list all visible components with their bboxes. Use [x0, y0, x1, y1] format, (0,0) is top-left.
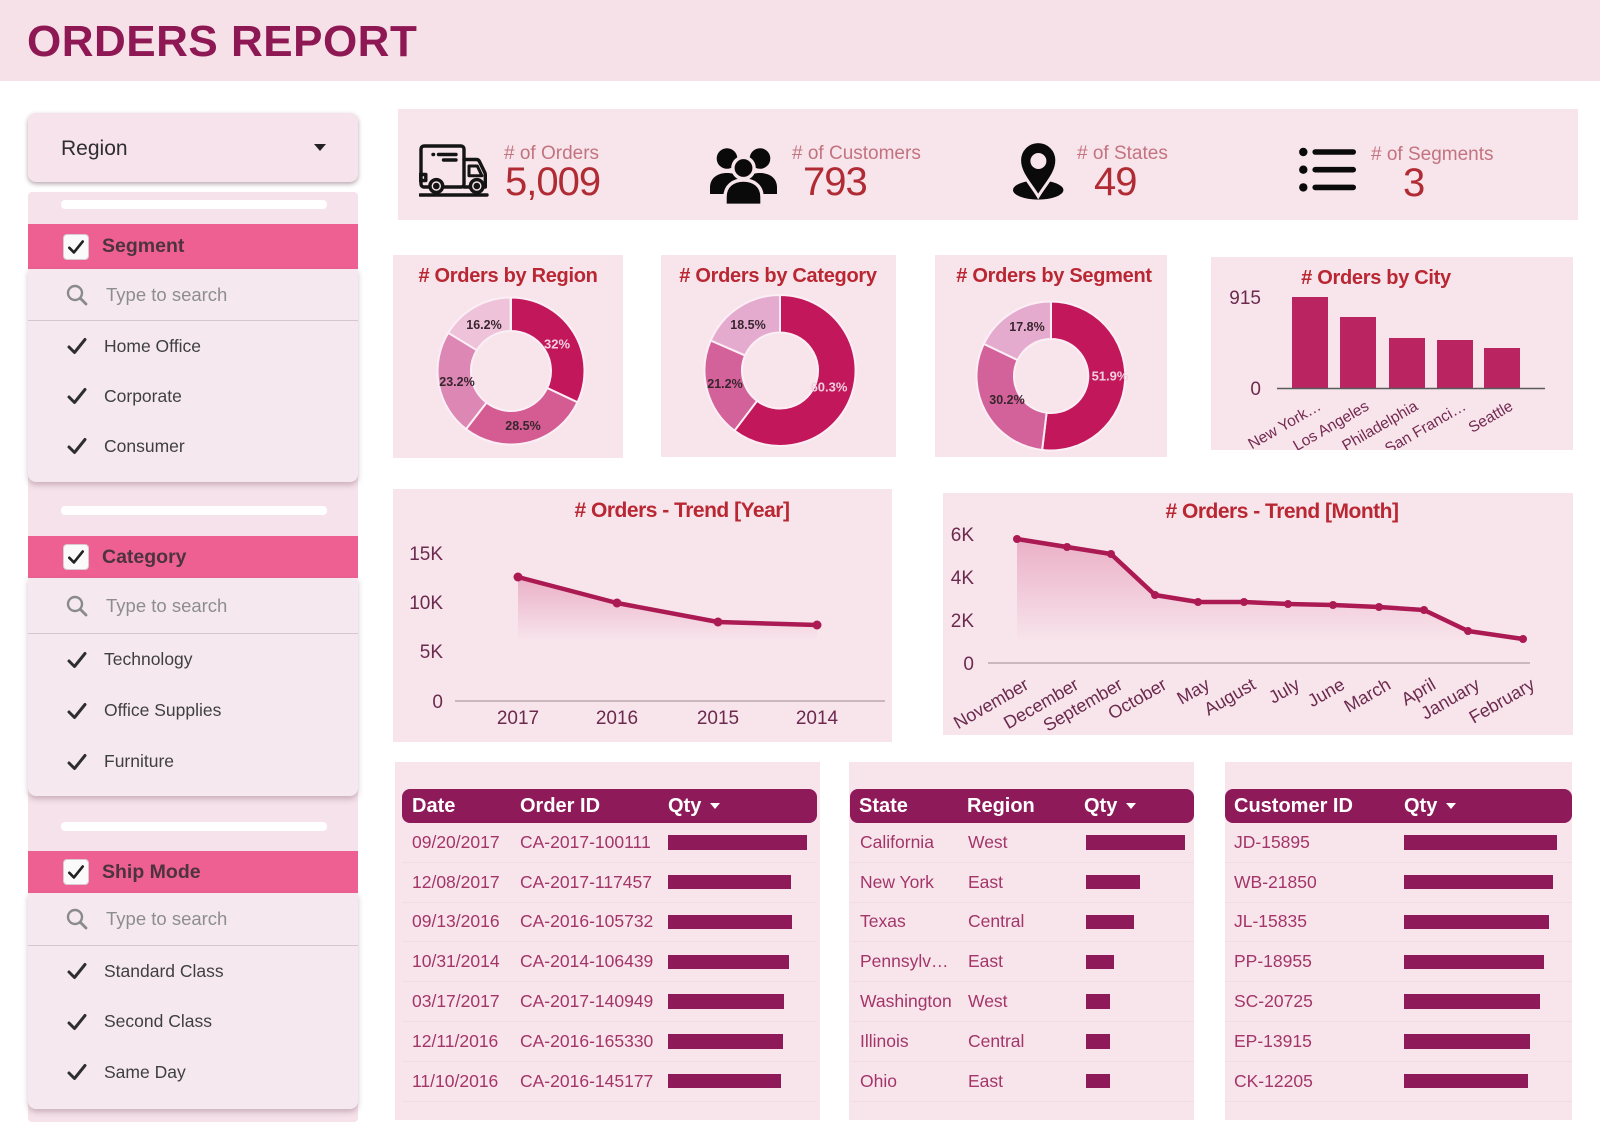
svg-text:10K: 10K — [409, 593, 443, 614]
svg-text:2K: 2K — [951, 611, 975, 632]
svg-text:0: 0 — [432, 692, 443, 713]
svg-text:2017: 2017 — [497, 708, 539, 729]
svg-text:5K: 5K — [420, 642, 444, 663]
svg-text:2014: 2014 — [796, 708, 839, 729]
svg-text:0: 0 — [1250, 379, 1261, 400]
svg-text:4K: 4K — [951, 568, 975, 589]
svg-text:6K: 6K — [951, 525, 975, 546]
svg-text:915: 915 — [1229, 288, 1261, 309]
svg-text:0: 0 — [963, 654, 974, 675]
svg-text:2016: 2016 — [596, 708, 638, 729]
svg-text:Seattle: Seattle — [1466, 398, 1516, 437]
svg-text:2015: 2015 — [697, 708, 739, 729]
svg-text:August: August — [1200, 674, 1259, 719]
svg-text:July: July — [1265, 674, 1303, 707]
svg-text:June: June — [1304, 674, 1348, 711]
svg-text:March: March — [1341, 674, 1394, 716]
svg-text:15K: 15K — [409, 544, 443, 565]
